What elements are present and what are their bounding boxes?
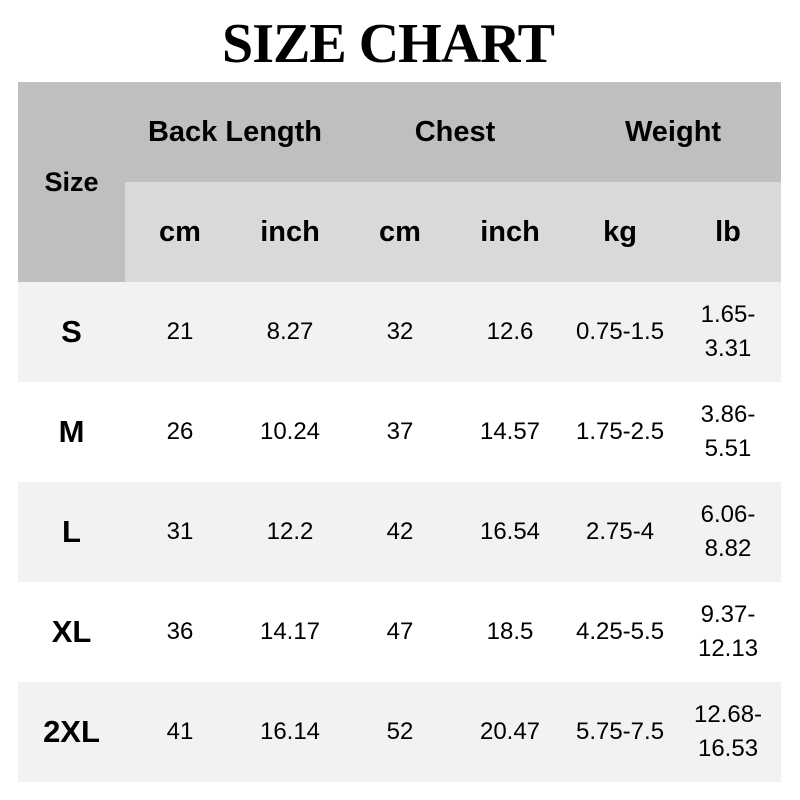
unit-header: lb	[675, 182, 782, 282]
table-row: XL 36 14.17 47 18.5 4.25-5.5 9.37- 12.13	[18, 582, 782, 682]
lb-max: 5.51	[704, 435, 752, 462]
table-cell: 5.75-7.5	[565, 682, 676, 782]
lb-cell: 6.06- 8.82	[675, 482, 782, 582]
table-cell: 47	[345, 582, 455, 682]
table-row: M 26 10.24 37 14.57 1.75-2.5 3.86- 5.51	[18, 382, 782, 482]
size-label: S	[18, 282, 125, 382]
lb-cell: 12.68- 16.53	[675, 682, 782, 782]
size-label: 2XL	[18, 682, 125, 782]
table-cell: 26	[125, 382, 235, 482]
table-cell: 12.6	[455, 282, 566, 382]
table-cell: 12.2	[235, 482, 345, 582]
table-cell: 10.24	[235, 382, 345, 482]
size-label: XL	[18, 582, 125, 682]
table-cell: 18.5	[455, 582, 566, 682]
unit-header: cm	[125, 182, 235, 282]
table-cell: 52	[345, 682, 455, 782]
lb-min: 3.86-	[700, 401, 756, 428]
table-row: S 21 8.27 32 12.6 0.75-1.5 1.65- 3.31	[18, 282, 782, 382]
lb-min: 6.06-	[700, 501, 756, 528]
back-length-header: Back Length	[125, 82, 345, 182]
table-cell: 32	[345, 282, 455, 382]
size-label: L	[18, 482, 125, 582]
lb-max: 8.82	[704, 535, 752, 562]
size-label: M	[18, 382, 125, 482]
table-row: L 31 12.2 42 16.54 2.75-4 6.06- 8.82	[18, 482, 782, 582]
lb-min: 1.65-	[700, 301, 756, 328]
table-cell: 2.75-4	[565, 482, 676, 582]
size-header: Size	[18, 82, 125, 282]
table-cell: 21	[125, 282, 235, 382]
page-title: SIZE CHART	[222, 13, 555, 75]
lb-max: 12.13	[697, 635, 759, 662]
lb-max: 16.53	[697, 735, 759, 762]
lb-cell: 1.65- 3.31	[675, 282, 782, 382]
unit-header: inch	[455, 182, 566, 282]
weight-header: Weight	[565, 82, 782, 182]
table-cell: 42	[345, 482, 455, 582]
table-cell: 4.25-5.5	[565, 582, 676, 682]
unit-header: cm	[345, 182, 455, 282]
table-cell: 36	[125, 582, 235, 682]
table-cell: 1.75-2.5	[565, 382, 676, 482]
table-cell: 16.14	[235, 682, 345, 782]
unit-header: inch	[235, 182, 345, 282]
chest-header: Chest	[345, 82, 566, 182]
table-cell: 31	[125, 482, 235, 582]
lb-min: 9.37-	[700, 601, 756, 628]
lb-cell: 9.37- 12.13	[675, 582, 782, 682]
table-row: 2XL 41 16.14 52 20.47 5.75-7.5 12.68- 16.53	[18, 682, 782, 782]
table-cell: 37	[345, 382, 455, 482]
lb-max: 3.31	[704, 335, 752, 362]
table-cell: 14.17	[235, 582, 345, 682]
table-cell: 16.54	[455, 482, 566, 582]
table-cell: 0.75-1.5	[565, 282, 676, 382]
unit-header: kg	[565, 182, 676, 282]
size-chart-table: Size Back Length Chest Weight cm inch cm…	[18, 82, 782, 782]
table-cell: 14.57	[455, 382, 566, 482]
lb-cell: 3.86- 5.51	[675, 382, 782, 482]
table-cell: 8.27	[235, 282, 345, 382]
table-cell: 20.47	[455, 682, 566, 782]
table-cell: 41	[125, 682, 235, 782]
lb-min: 12.68-	[693, 701, 763, 728]
